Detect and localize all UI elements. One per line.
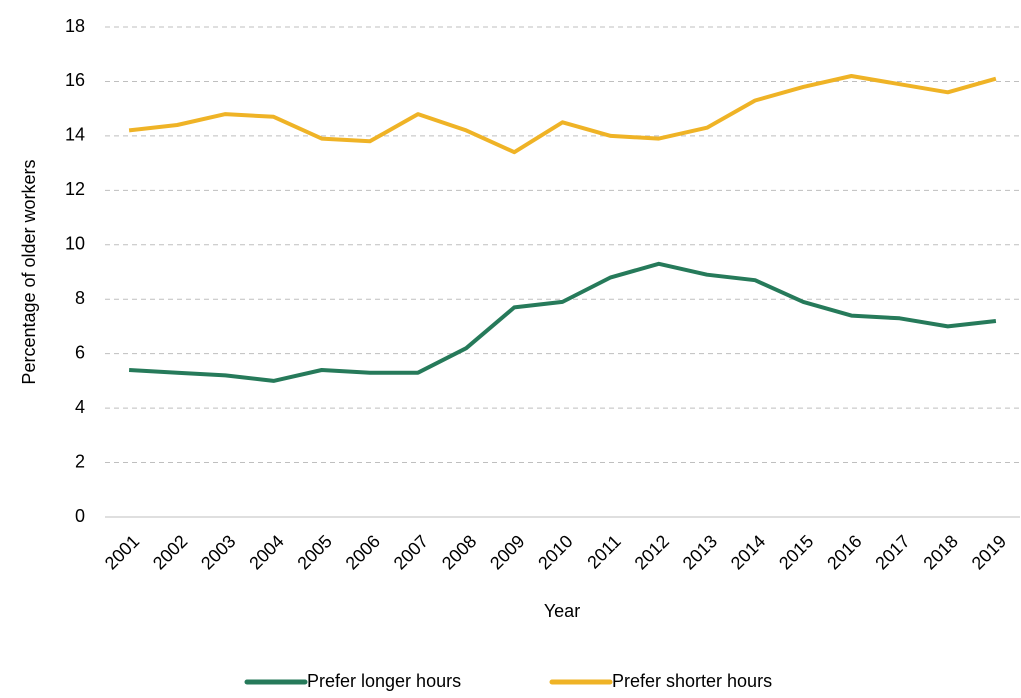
- x-tick-label: 2008: [438, 531, 480, 573]
- line-series: [128, 74, 997, 155]
- x-tick-label: 2018: [919, 531, 961, 573]
- y-tick-label: 8: [75, 288, 85, 308]
- x-tick-label: 2007: [390, 531, 432, 573]
- x-tick-label: 2015: [775, 531, 817, 573]
- y-tick-label: 4: [75, 397, 85, 417]
- y-tick-label: 18: [65, 16, 85, 36]
- x-tick-label: 2019: [968, 531, 1010, 573]
- y-tick-label: 16: [65, 70, 85, 90]
- x-tick-label: 2011: [583, 531, 625, 573]
- x-tick-label: 2013: [679, 531, 721, 573]
- x-tick-label: 2002: [149, 531, 191, 573]
- y-tick-label: 2: [75, 451, 85, 471]
- x-tick-label: 2001: [101, 531, 143, 573]
- y-axis-label: Percentage of older workers: [19, 159, 39, 384]
- x-tick-label: 2016: [823, 531, 865, 573]
- y-tick-label: 10: [65, 234, 85, 254]
- line-series: [128, 261, 997, 383]
- y-tick-label: 14: [65, 125, 85, 145]
- x-tick-label: 2006: [342, 531, 384, 573]
- x-tick-label: 2010: [534, 531, 576, 573]
- x-tick-label: 2005: [293, 531, 335, 573]
- x-tick-label: 2014: [727, 531, 769, 573]
- x-tick-label: 2003: [197, 531, 239, 573]
- legend-label: Prefer longer hours: [307, 671, 461, 691]
- y-tick-label: 12: [65, 179, 85, 199]
- x-tick-label: 2012: [631, 531, 673, 573]
- y-tick-label: 0: [75, 506, 85, 526]
- x-tick-label: 2004: [245, 531, 287, 573]
- x-tick-label: 2009: [486, 531, 528, 573]
- y-tick-label: 6: [75, 342, 85, 362]
- legend-label: Prefer shorter hours: [612, 671, 772, 691]
- x-axis-label: Year: [544, 601, 580, 621]
- x-tick-label: 2017: [871, 531, 913, 573]
